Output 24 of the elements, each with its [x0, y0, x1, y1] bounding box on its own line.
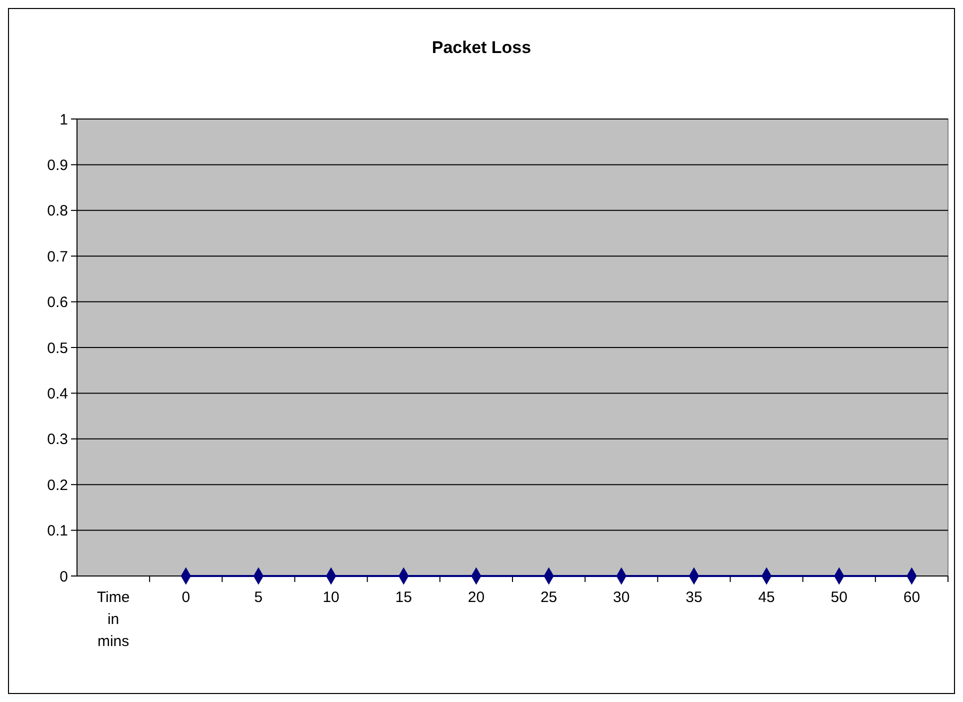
x-tick-label: 10 — [322, 589, 340, 606]
y-tick-label: 0.5 — [47, 340, 68, 357]
y-tick-label: 0.4 — [47, 385, 68, 402]
x-tick-label: 0 — [182, 589, 190, 606]
x-tick-label: 50 — [830, 589, 848, 606]
x-tick-label: 30 — [613, 589, 630, 606]
x-tick-label: 5 — [254, 589, 263, 606]
y-tick-label: 0.2 — [47, 476, 68, 494]
y-tick-label: 0.8 — [47, 202, 68, 220]
x-tick-label: 20 — [468, 589, 485, 606]
y-tick-label: 1 — [60, 111, 68, 128]
x-tick-label: 45 — [758, 589, 775, 606]
x-tick-label: 60 — [903, 589, 920, 606]
chart-title: Packet Loss — [432, 38, 532, 57]
x-tick-label: 35 — [686, 589, 702, 606]
y-tick-label: 0.6 — [47, 294, 68, 312]
y-tick-label: 0.7 — [47, 248, 68, 266]
y-tick-label: 0.1 — [47, 522, 68, 540]
x-tick-label: 15 — [395, 589, 412, 606]
x-tick-label: 25 — [540, 589, 558, 606]
y-tick-label: 0.9 — [47, 156, 68, 174]
y-tick-label: 0 — [60, 568, 68, 586]
x-tick-label: Time in mins — [96, 589, 130, 650]
y-tick-label: 0.3 — [47, 431, 68, 448]
